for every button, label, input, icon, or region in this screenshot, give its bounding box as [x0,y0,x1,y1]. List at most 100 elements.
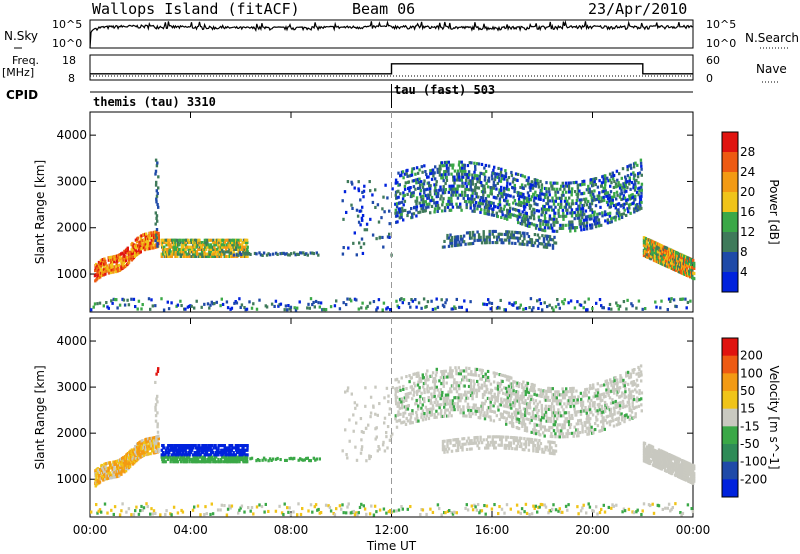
vel-cell [556,426,559,430]
pwr-cell [138,243,141,247]
vel-cell [577,434,580,438]
vel-cell [481,407,484,411]
vel-cell [222,460,225,464]
pwr-cell [155,164,159,168]
pwr-cell [487,179,491,183]
vel-cell [576,431,579,435]
vel-cell [534,414,537,418]
vel-cell [105,467,108,471]
pwr-cell [432,174,435,178]
pwr-cell [684,265,687,269]
vel-cell [118,474,121,478]
pwr-cell [483,184,486,188]
pwr-cell [468,179,471,183]
pwr-cell [633,188,637,192]
pwr-cell [544,234,547,238]
pwr-cell [593,213,596,217]
vel-cell [205,444,208,448]
pwr-cell [603,210,607,214]
pwr-cell [118,303,122,307]
pwr-cell [363,228,366,232]
pwr-cell [640,206,643,210]
pwr-cell [503,216,506,220]
pwr-cell [127,258,131,262]
vel-cell [504,374,507,378]
vel-cell [596,412,600,416]
pwr-cell [520,192,524,196]
vel-cell [188,457,191,461]
vel-cell [245,457,249,461]
vel-cell [403,396,406,400]
vel-cell [279,458,282,462]
pwr-cell [446,205,450,209]
pwr-cell [232,253,236,257]
vel-cell [471,388,474,392]
pwr-cell [447,172,450,176]
vel-cell [528,421,532,425]
pwr-cell [467,242,470,246]
vel-cell [480,386,484,390]
pwr-cell [587,199,590,203]
pwr-cell [443,305,446,309]
pwr-cell [467,176,470,180]
vel-cell [413,381,416,385]
vel-cell [496,396,500,400]
pwr-cell [660,299,663,303]
vel-cell [424,381,427,385]
pwr-cell [509,236,512,240]
pwr-cell [511,241,514,245]
pwr-cell [155,230,158,234]
pwr-cell [551,229,555,233]
vel-cell [524,401,527,405]
vel-cell [527,396,530,400]
pwr-cell [587,190,590,194]
pwr-cell [517,239,520,243]
pwr-cell [477,195,480,199]
vel-cell [485,384,488,388]
pwr-cell [446,236,449,240]
pwr-cell [578,216,581,220]
pwr-cell [608,220,612,224]
pwr-cell [611,216,614,220]
pwr-cell [217,243,220,247]
pwr-cell [233,238,236,242]
vel-cell [184,446,187,450]
pwr-cell [487,194,490,198]
pwr-cell [156,161,159,165]
pwr-cell [630,166,633,170]
vel-cell [585,426,588,430]
pwr-cell [566,208,569,212]
pwr-cell [270,302,274,306]
pwr-cell [521,195,524,199]
vel-cell [549,408,553,412]
vel-cell [596,424,600,428]
pwr-cell [138,251,141,255]
pwr-cell [564,205,568,209]
vel-cell [341,449,344,453]
vel-cell [601,398,604,402]
vel-cell [462,411,465,415]
pwr-cell [509,194,512,198]
vel-cell [572,395,575,399]
pwr-cell [287,304,290,308]
pwr-cell [473,176,476,180]
vel-cell [184,451,187,455]
pwr-cell [188,247,191,251]
pwr-cell [452,178,455,182]
vel-cell [532,428,535,432]
pwr-cell [166,252,170,256]
pwr-cell [99,275,102,279]
pwr-cell [583,179,586,183]
pwr-cell [593,180,596,184]
vel-cell [161,455,164,459]
vel-cell [374,385,377,389]
vel-cell [600,383,604,387]
pwr-cell [539,225,542,229]
vel-cell [221,455,224,459]
pwr-cell [532,217,536,221]
pwr-cell [645,250,649,254]
pwr-cell [361,301,364,305]
pwr-cell [603,186,607,190]
pwr-cell [178,252,181,256]
vel-cell [246,453,249,457]
